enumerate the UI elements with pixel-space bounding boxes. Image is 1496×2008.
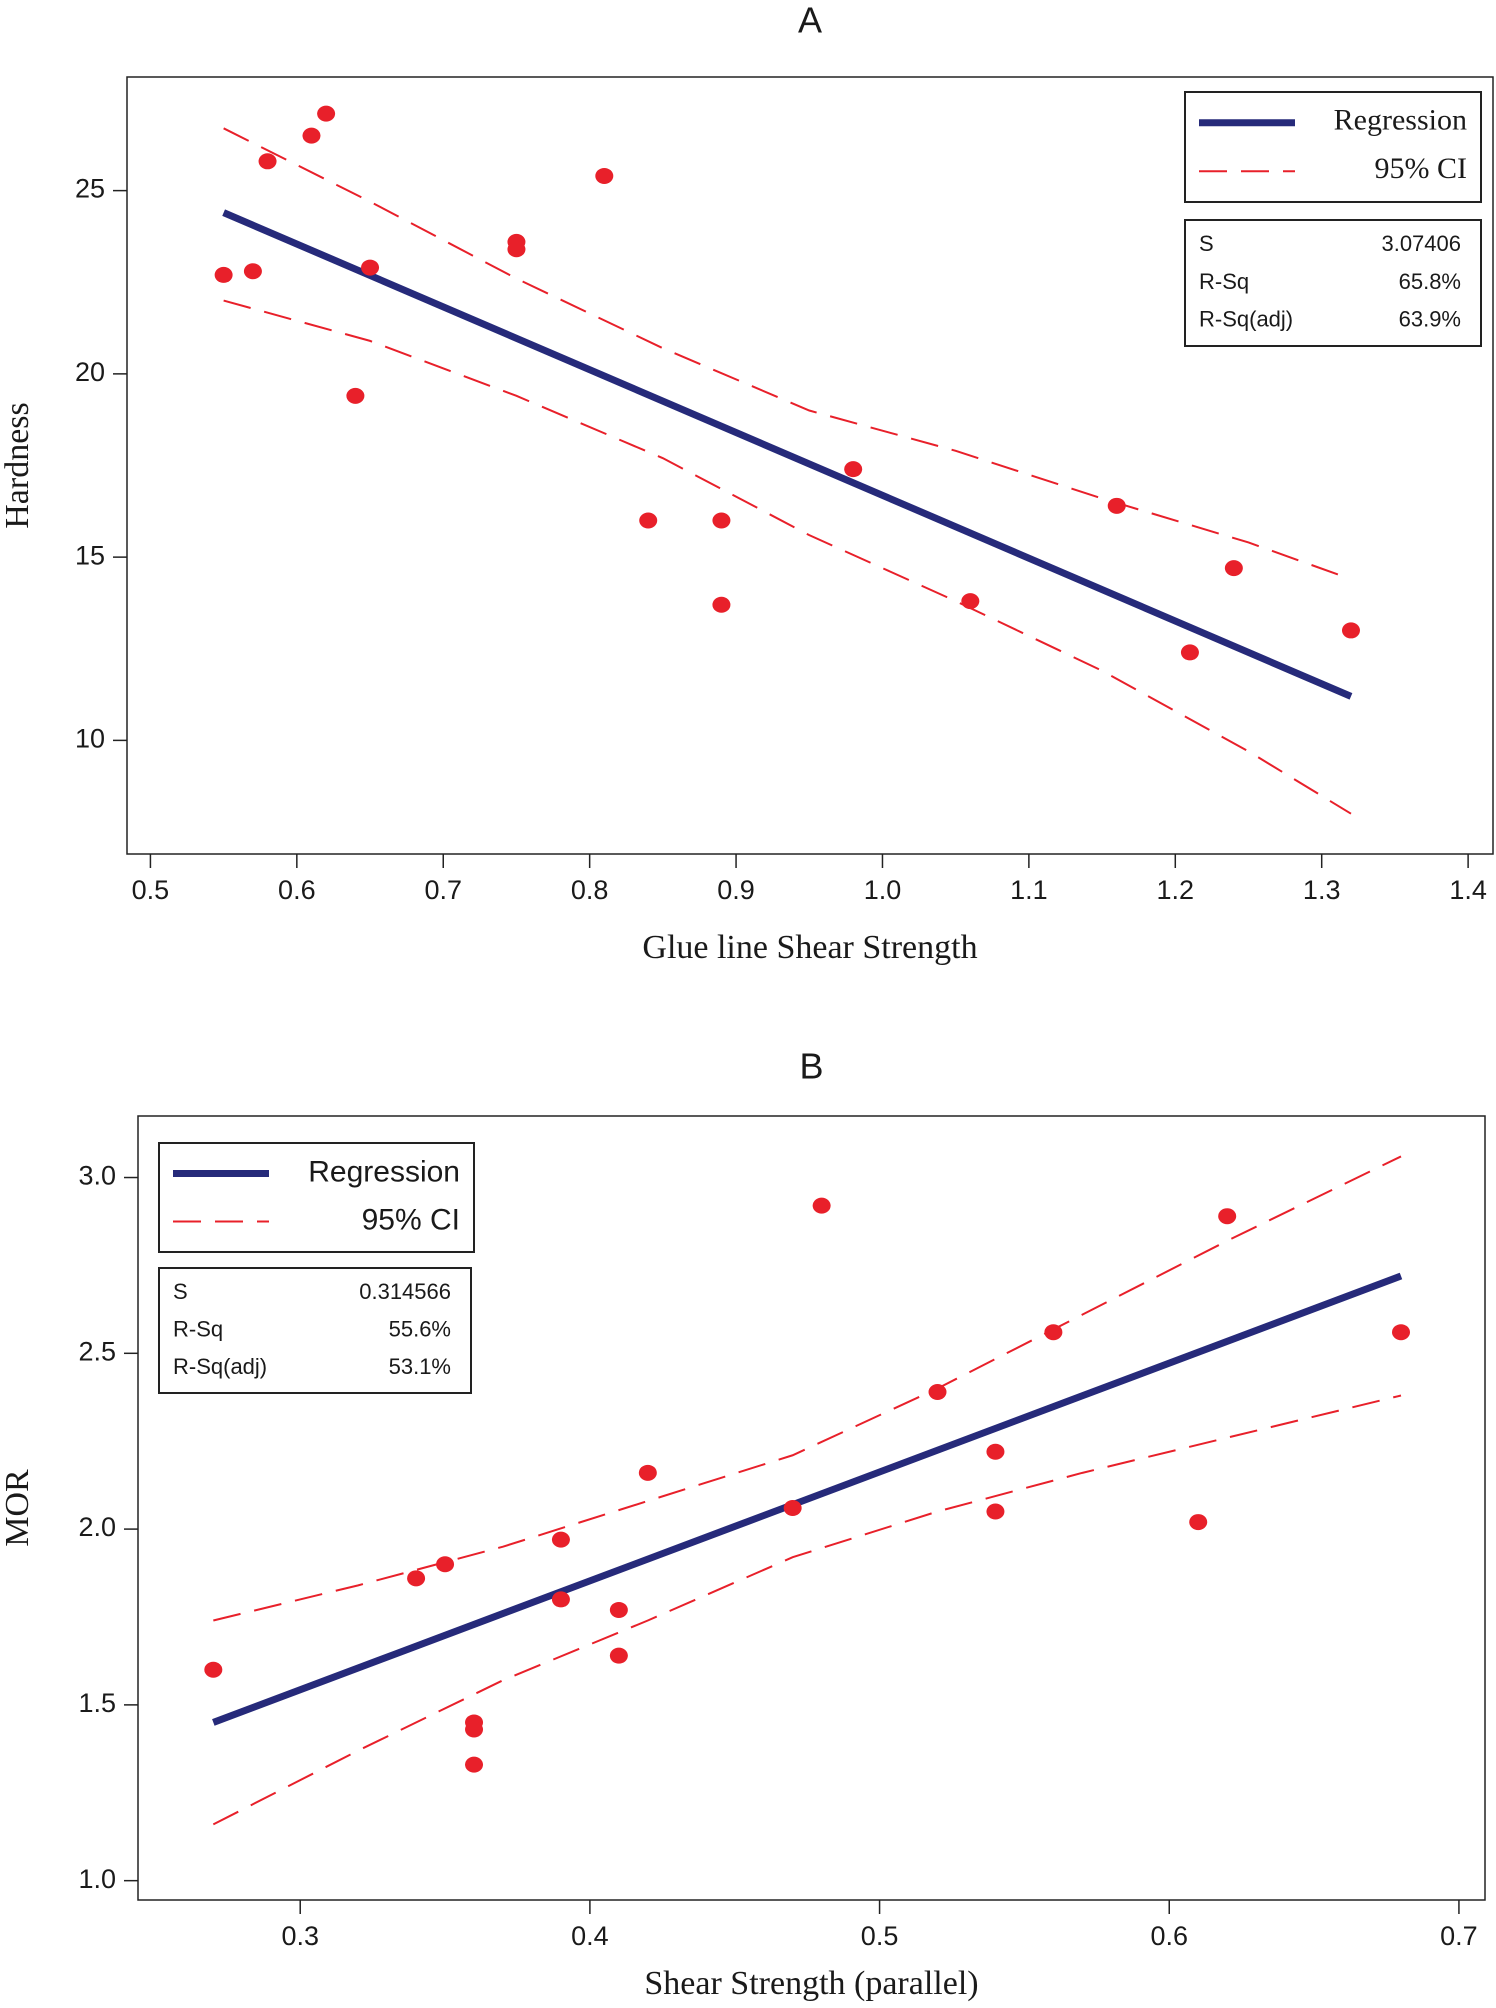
data-point: [436, 1556, 455, 1573]
data-point: [1180, 644, 1199, 661]
legend-label: Regression: [308, 1155, 460, 1188]
data-point: [361, 259, 380, 276]
x-tick-label: 1.1: [1010, 875, 1048, 905]
data-point: [639, 512, 658, 529]
data-point: [551, 1591, 570, 1608]
data-point: [844, 461, 863, 478]
y-tick-label: 1.0: [78, 1864, 116, 1894]
data-point: [928, 1383, 947, 1400]
y-tick-label: 10: [75, 724, 105, 754]
legend-box: [158, 1142, 475, 1253]
stats-label: S: [1199, 231, 1214, 256]
data-point: [783, 1500, 802, 1516]
data-point: [302, 127, 321, 144]
x-tick-label: 0.4: [571, 1921, 609, 1951]
stats-value: 0.314566: [359, 1279, 451, 1304]
stats-value: 63.9%: [1399, 307, 1461, 332]
x-axis-label: Shear Strength (parallel): [644, 1965, 978, 2002]
y-tick-label: 2.0: [78, 1512, 116, 1542]
data-point: [1224, 560, 1243, 577]
stats-box: [158, 1267, 472, 1394]
data-point: [1189, 1514, 1208, 1531]
data-point: [595, 167, 614, 184]
data-point: [346, 387, 365, 404]
y-tick-label: 2.5: [78, 1336, 116, 1366]
data-point: [243, 263, 262, 280]
ci-line: [223, 299, 1352, 815]
data-point: [1341, 622, 1360, 639]
ci-line: [212, 1394, 1402, 1826]
data-point: [712, 512, 731, 529]
data-point: [1044, 1324, 1063, 1341]
ci-line: [223, 127, 1352, 581]
x-tick-label: 1.2: [1157, 875, 1195, 905]
data-point: [551, 1531, 570, 1548]
x-tick-label: 1.3: [1303, 875, 1341, 905]
x-tick-label: 0.3: [281, 1921, 319, 1951]
x-tick-label: 0.5: [132, 875, 170, 905]
data-point: [1218, 1208, 1237, 1225]
y-tick-label: 20: [75, 357, 105, 387]
data-point: [609, 1647, 628, 1664]
stats-label: S: [173, 1279, 188, 1304]
legend-label: 95% CI: [1375, 152, 1468, 185]
chart-title: B: [799, 1046, 823, 1087]
data-point: [812, 1197, 831, 1214]
data-point: [465, 1721, 484, 1738]
data-point: [609, 1601, 628, 1618]
data-point: [1391, 1324, 1410, 1341]
y-tick-label: 25: [75, 174, 105, 204]
chart-title: A: [798, 0, 822, 41]
x-tick-label: 0.6: [278, 875, 316, 905]
stats-box: [1184, 219, 1482, 347]
data-point: [407, 1570, 426, 1587]
x-tick-label: 1.4: [1449, 875, 1487, 905]
legend-label: 95% CI: [362, 1203, 460, 1236]
x-tick-label: 0.8: [571, 875, 609, 905]
data-point: [638, 1464, 657, 1481]
data-point: [986, 1503, 1005, 1520]
data-point: [507, 241, 526, 258]
data-point: [1107, 497, 1126, 514]
stats-value: 53.1%: [389, 1354, 451, 1379]
regression-line: [212, 1272, 1403, 1726]
data-point: [712, 596, 731, 613]
x-tick-label: 0.9: [717, 875, 755, 905]
y-tick-label: 3.0: [78, 1161, 116, 1191]
legend-box: [1184, 91, 1482, 203]
x-axis-label: Glue line Shear Strength: [642, 929, 977, 966]
x-tick-label: 0.5: [861, 1921, 899, 1951]
stats-label: R-Sq: [173, 1316, 223, 1341]
stats-value: 65.8%: [1399, 269, 1461, 294]
ci-line: [213, 1155, 1402, 1622]
stats-label: R-Sq: [1199, 269, 1249, 294]
plot-frame: [126, 76, 1494, 855]
data-point: [986, 1443, 1005, 1460]
x-tick-label: 1.0: [864, 875, 902, 905]
data-point: [961, 593, 980, 610]
data-point: [204, 1661, 223, 1678]
x-tick-label: 0.7: [424, 875, 462, 905]
plot-frame: [137, 1115, 1486, 1901]
stats-label: R-Sq(adj): [1199, 307, 1293, 332]
y-axis-label: Hardness: [0, 402, 36, 529]
stats-value: 3.07406: [1381, 231, 1461, 256]
y-tick-label: 1.5: [78, 1688, 116, 1718]
x-tick-label: 0.6: [1150, 1921, 1188, 1951]
legend-label: Regression: [1334, 104, 1467, 137]
data-point: [465, 1756, 484, 1773]
regression-line: [222, 209, 1353, 700]
data-point: [214, 266, 233, 283]
y-tick-label: 15: [75, 540, 105, 570]
data-point: [258, 153, 277, 170]
x-tick-label: 0.7: [1440, 1921, 1478, 1951]
stats-value: 55.6%: [389, 1316, 451, 1341]
stats-label: R-Sq(adj): [173, 1354, 267, 1379]
data-point: [317, 105, 336, 122]
y-axis-label: MOR: [0, 1469, 36, 1547]
